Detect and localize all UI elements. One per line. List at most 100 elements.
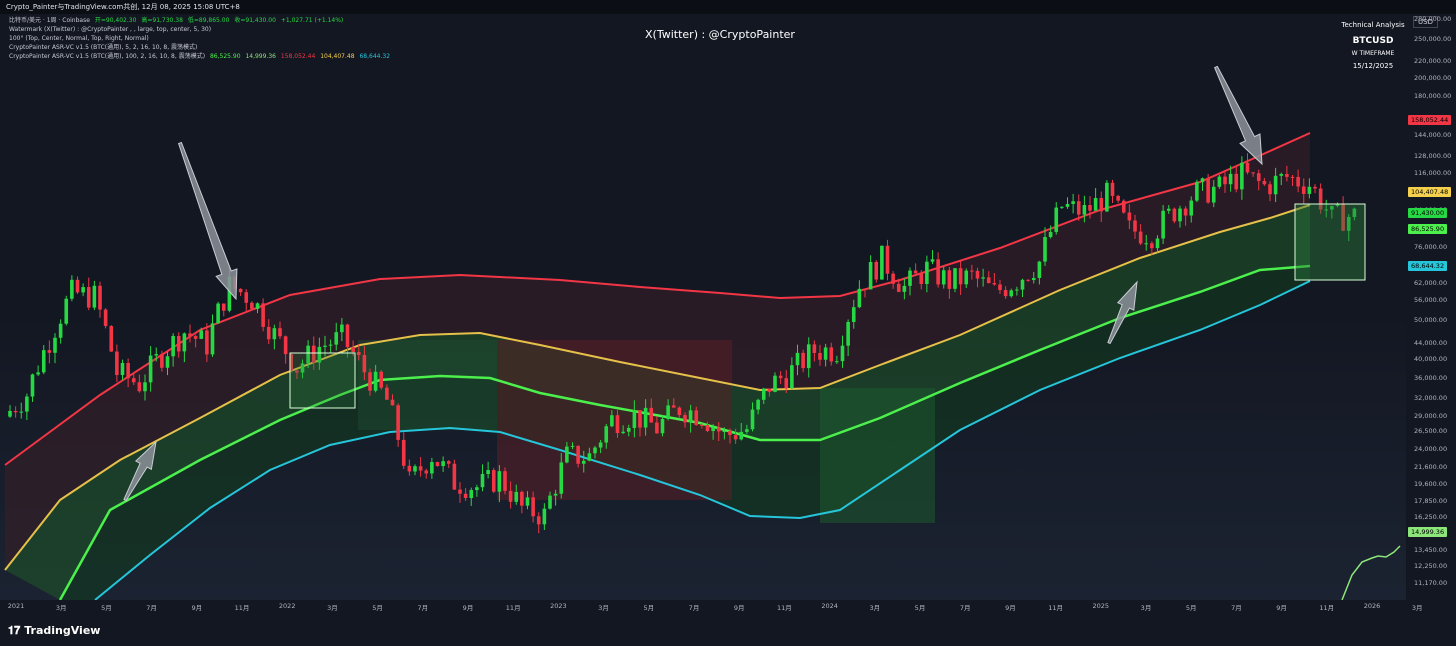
candle-body xyxy=(385,387,389,400)
candle-body xyxy=(92,285,97,308)
candle-body xyxy=(829,347,834,362)
candle-body xyxy=(1251,172,1255,174)
candle-body xyxy=(373,371,378,391)
legend-asr-vc-long[interactable]: CryptoPainter ASR-VC v1.5 (BTC(通用), 100,… xyxy=(9,52,393,61)
time-tick: 9月 xyxy=(1005,604,1016,612)
candle-body xyxy=(1296,176,1300,187)
candle-body xyxy=(160,354,164,368)
band-zones-layer xyxy=(0,133,1406,600)
time-tick: 5月 xyxy=(643,604,655,612)
candle-body xyxy=(930,259,935,262)
time-tick: 3月 xyxy=(869,604,881,612)
snapshot-title-bar: Crypto_Painter与TradingView.com共创, 12月 08… xyxy=(0,0,1456,14)
candle-body xyxy=(514,491,519,502)
candle-body xyxy=(778,375,783,379)
candle-body xyxy=(1161,210,1165,239)
candle-body xyxy=(407,465,412,472)
candle-body xyxy=(345,324,350,348)
legend-close: 收=91,430.00 xyxy=(234,17,276,24)
candle-body xyxy=(503,471,507,491)
candle-body xyxy=(1223,176,1227,185)
candle-body xyxy=(1138,231,1143,244)
candle-body xyxy=(806,344,811,369)
candle-body xyxy=(688,410,693,423)
technical-analysis-box: Technical Analysis BTCUSD W TIMEFRAME 15… xyxy=(1338,20,1408,71)
candle-body xyxy=(1268,184,1272,195)
candle-body xyxy=(981,277,985,279)
candle-body xyxy=(874,262,879,280)
price-axis[interactable]: 280,000.00 250,000.00 220,000.00 200,000.00… xyxy=(1406,14,1456,600)
candle-body xyxy=(193,336,198,339)
candle-body xyxy=(1088,205,1092,211)
candle-body xyxy=(1206,178,1210,203)
time-tick: 11月 xyxy=(1048,604,1063,612)
candle-body xyxy=(1065,203,1070,207)
time-tick: 5月 xyxy=(914,604,926,612)
candle-body xyxy=(126,362,130,379)
candle-body xyxy=(199,330,204,339)
candle-body xyxy=(992,283,997,285)
candle-body xyxy=(311,345,316,363)
tradingview-logo[interactable]: 𝟏𝟕 TradingView xyxy=(8,624,100,638)
candle-body xyxy=(767,388,772,392)
price-tick: 250,000.00 xyxy=(1414,34,1452,43)
candle-body xyxy=(835,361,839,363)
candle-body xyxy=(1352,208,1357,217)
price-tick: 56,000.00 xyxy=(1414,296,1448,305)
candle-body xyxy=(761,388,766,400)
candle-body xyxy=(818,352,822,360)
price-tick: 24,000.00 xyxy=(1414,444,1448,453)
time-axis[interactable]: 2021 3月 5月 7月 9月 11月 2022 3月 5月 7月 9月 11月 2023 3月 5月 7月… xyxy=(0,600,1423,614)
candle-body xyxy=(323,345,327,347)
legend-table-study[interactable]: 100° (Top, Center, Normal, Top, Right, N… xyxy=(9,35,149,42)
transition-block xyxy=(358,340,497,430)
candle-body xyxy=(542,508,547,525)
time-tick: 11月 xyxy=(234,604,250,612)
time-tick: 9月 xyxy=(733,604,745,612)
legend-watermark-study[interactable]: Watermark (X(Twitter) : @CryptoPainter ,… xyxy=(9,26,212,33)
candle-body xyxy=(756,399,760,410)
time-tick: 3月 xyxy=(598,604,609,612)
time-tick: 9月 xyxy=(191,604,203,612)
legend-change: +1,027.71 (+1.14%) xyxy=(280,17,344,24)
price-chart[interactable] xyxy=(0,14,1406,600)
candle-body xyxy=(1150,243,1154,249)
price-tick: 62,000.00 xyxy=(1414,278,1448,287)
candle-body xyxy=(913,270,918,274)
price-tick: 128,000.00 xyxy=(1414,151,1452,160)
candle-body xyxy=(1048,231,1053,238)
candle-body xyxy=(1093,198,1098,211)
candle-body xyxy=(565,446,569,463)
time-tick: 11月 xyxy=(777,604,792,612)
candle-body xyxy=(30,374,35,397)
time-tick: 5月 xyxy=(101,604,112,612)
candle-body xyxy=(1245,162,1250,173)
candle-body xyxy=(351,347,355,352)
candle-body xyxy=(446,461,451,464)
candle-body xyxy=(1183,208,1188,216)
candle-body xyxy=(587,453,592,461)
candle-body xyxy=(694,410,699,425)
candle-body xyxy=(19,411,24,413)
candle-body xyxy=(98,285,102,310)
candle-body xyxy=(666,405,670,419)
candle-body xyxy=(272,328,277,340)
currency-button[interactable]: USD xyxy=(1413,16,1438,28)
candle-body xyxy=(801,352,805,369)
candle-body xyxy=(1110,182,1115,196)
price-tick: 200,000.00 xyxy=(1414,73,1452,82)
candle-body xyxy=(1341,204,1345,231)
legend-asr-vc-short[interactable]: CryptoPainter ASR-VC v1.5 (BTC(通用), 5, 2… xyxy=(9,44,198,51)
candle-body xyxy=(722,430,727,432)
candle-body xyxy=(1313,186,1317,189)
yellow-band-line xyxy=(4,204,1311,571)
candle-body xyxy=(1127,212,1132,221)
candle-body xyxy=(1262,180,1267,185)
candle-body xyxy=(154,354,159,356)
candle-body xyxy=(986,277,991,284)
candle-body xyxy=(430,462,434,474)
candle-body xyxy=(1076,201,1081,215)
time-tick: 9月 xyxy=(1276,604,1287,612)
annotation-box-2022 xyxy=(289,352,356,409)
candle-body xyxy=(182,333,187,352)
